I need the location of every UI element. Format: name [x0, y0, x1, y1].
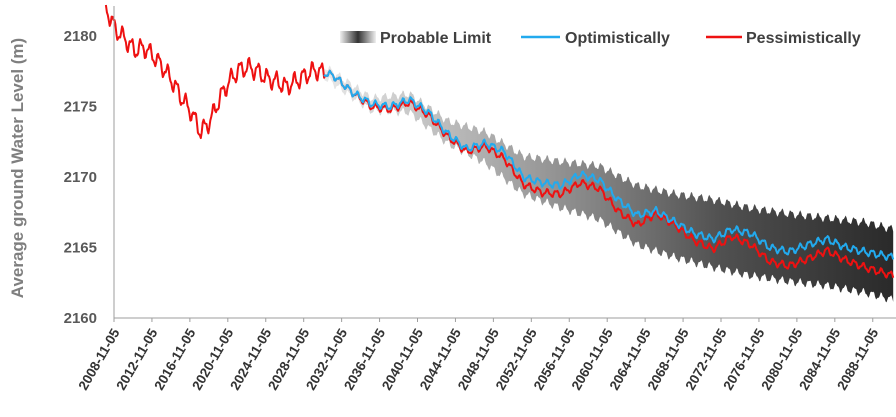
y-tick-label: 2165	[64, 240, 97, 257]
y-tick-label: 2180	[64, 28, 97, 45]
probable-limit-band	[324, 65, 894, 303]
legend: Probable Limit Optimistically Pessimisti…	[340, 30, 861, 47]
legend-swatch-probable-limit	[340, 31, 376, 43]
probable-limit-area	[324, 65, 894, 303]
y-tick-label: 2175	[64, 99, 97, 116]
y-axis-title: Average ground Water Level (m)	[8, 38, 27, 298]
legend-label-pessimistically: Pessimistically	[746, 30, 861, 47]
series-line-optimistically	[323, 69, 895, 261]
y-tick-label: 2170	[64, 169, 97, 186]
legend-label-optimistically: Optimistically	[565, 30, 670, 47]
x-axis-ticks: 2008-11-052012-11-052016-11-052020-11-05…	[75, 318, 882, 393]
legend-label-probable-limit: Probable Limit	[380, 30, 492, 47]
series-line-pessimistically	[104, 4, 895, 279]
y-tick-label: 2160	[64, 310, 97, 327]
series-lines	[104, 4, 895, 279]
y-axis-ticks: 2160 2165 2170 2175 2180	[64, 28, 97, 327]
